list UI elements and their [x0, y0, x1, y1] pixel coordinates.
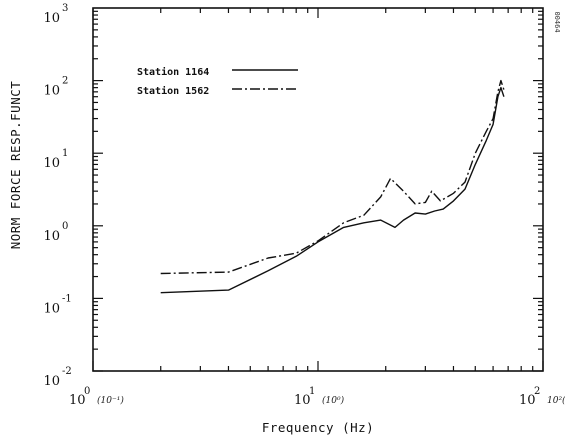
y-axis-title: NORM FORCE RESP.FUNCT	[8, 81, 23, 250]
plot-frame	[92, 7, 544, 372]
legend-label-station-1164: Station 1164	[137, 66, 209, 78]
y-tick-label: 10	[43, 156, 60, 171]
y-tick-label-exponent: 0	[62, 221, 68, 232]
x-tick-note: (10⁰)	[322, 395, 345, 406]
x-tick-note: (10⁻¹)	[97, 395, 124, 406]
legend-label-station-1562: Station 1562	[137, 85, 209, 97]
legend: Station 1164 Station 1562	[137, 66, 298, 97]
y-tick-label: 10	[43, 84, 60, 99]
x-tick-label-exponent: 2	[534, 386, 540, 397]
x-tick-label: 10	[519, 393, 536, 408]
y-tick-label-exponent: 2	[62, 76, 68, 87]
y-tick-label-exponent: 3	[62, 3, 68, 14]
x-axis-title: Frequency (Hz)	[262, 420, 374, 435]
x-tick-label: 10	[294, 393, 311, 408]
y-tick-label: 10	[43, 11, 60, 26]
x-tick-note: 10²(10¹)	[547, 395, 565, 406]
series-layer	[160, 79, 505, 294]
y-tick-label-exponent: -2	[62, 366, 72, 377]
y-tick-label-exponent: 1	[62, 148, 68, 159]
y-tick-label: 10	[43, 229, 60, 244]
y-tick-label-exponent: -1	[62, 293, 72, 304]
document-id: 00464	[553, 11, 561, 32]
x-tick-label-exponent: 1	[309, 386, 315, 397]
x-tick-label: 10	[69, 393, 86, 408]
x-tick-label-exponent: 0	[84, 386, 90, 397]
series-line-station-1562	[160, 79, 505, 275]
y-tick-label: 10	[43, 301, 60, 316]
y-tick-label: 10	[43, 374, 60, 389]
series-line-station-1164	[160, 86, 505, 294]
